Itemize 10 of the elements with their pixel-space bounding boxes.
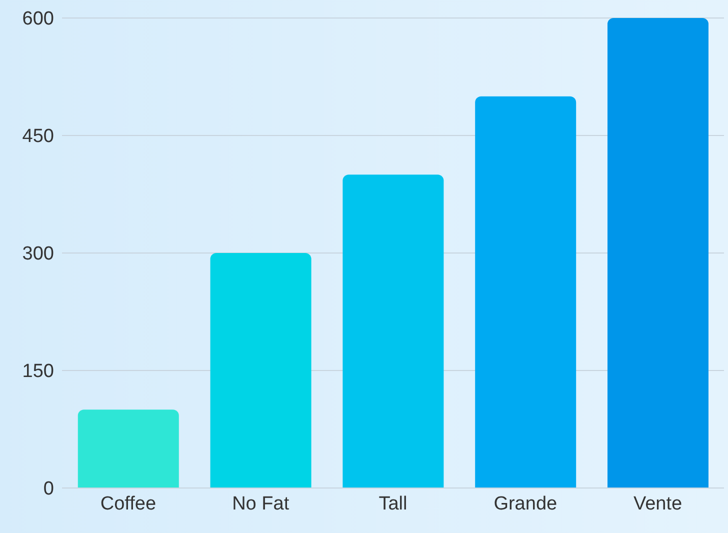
x-tick-label: Grande — [494, 493, 558, 514]
x-tick-label: Tall — [378, 493, 408, 514]
y-tick-label: 150 — [22, 361, 54, 382]
x-tick-label: Vente — [633, 493, 682, 514]
y-tick-label: 600 — [22, 8, 54, 30]
y-tick-label: 0 — [43, 478, 54, 500]
y-tick-label: 300 — [22, 244, 54, 265]
y-tick-label: 450 — [22, 126, 54, 148]
x-tick-label: No Fat — [232, 493, 290, 514]
x-tick-label: Coffee — [100, 493, 156, 514]
